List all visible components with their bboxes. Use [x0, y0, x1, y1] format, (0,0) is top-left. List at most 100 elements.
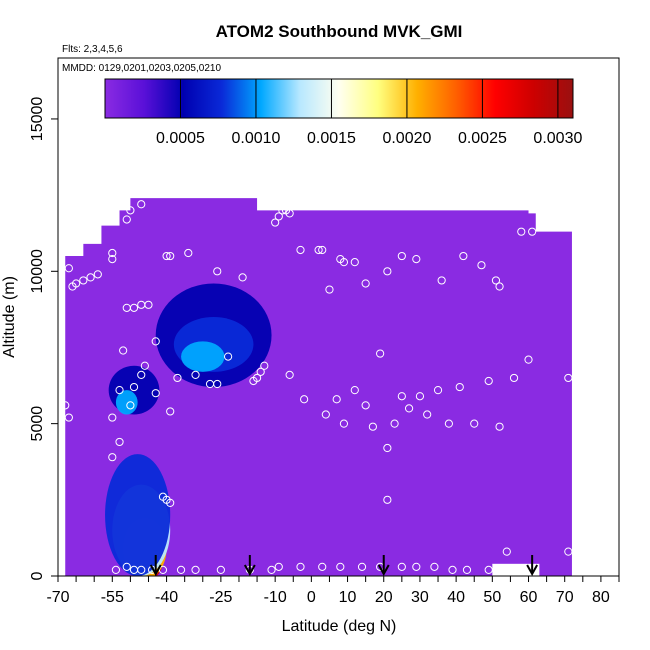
observation-point — [126, 206, 135, 215]
observation-point — [64, 264, 73, 273]
observation-point — [495, 282, 504, 291]
observation-point — [415, 392, 425, 401]
observation-point — [256, 367, 265, 376]
observation-point — [361, 279, 370, 288]
observation-point — [412, 562, 421, 571]
observation-point — [216, 565, 225, 575]
observation-point — [332, 395, 341, 404]
x-tick-label: -10 — [264, 589, 287, 606]
observation-point — [274, 562, 283, 571]
observation-point — [140, 361, 149, 370]
observation-point — [339, 419, 349, 428]
colorbar-tick-label: 0.0025 — [458, 130, 507, 147]
observation-point — [430, 562, 439, 571]
flight-marker-arrowhead — [243, 564, 256, 577]
observation-point — [459, 251, 468, 261]
observation-point — [173, 373, 182, 383]
observation-point — [524, 355, 533, 364]
surface-plume-blue — [105, 454, 171, 576]
x-tick-label: -25 — [209, 589, 232, 606]
x-axis-label: Latitude (deg N) — [282, 618, 397, 635]
observation-point — [528, 227, 537, 236]
observation-point — [61, 401, 70, 410]
x-tick-label: -70 — [46, 589, 69, 606]
observation-point — [357, 562, 367, 571]
observation-point — [318, 562, 327, 571]
observation-point — [137, 370, 146, 379]
observation-point — [122, 562, 131, 571]
observation-point — [383, 495, 392, 504]
y-tick-label: 0 — [29, 571, 46, 580]
flight-markers — [149, 555, 539, 577]
y-axis-label: Altitude (m) — [1, 276, 18, 358]
observation-point — [108, 248, 117, 258]
x-tick-label: -55 — [101, 589, 124, 606]
observation-point — [252, 373, 262, 383]
observation-point — [184, 248, 193, 258]
observation-point — [368, 422, 377, 431]
observation-points — [61, 200, 573, 575]
observation-point — [462, 565, 472, 575]
colorbar-tick-label: 0.0030 — [533, 130, 582, 147]
observation-point — [325, 285, 334, 294]
observation-point — [137, 200, 146, 209]
x-tick-label: 70 — [556, 589, 574, 606]
flight-marker-arrowhead — [377, 564, 390, 577]
x-tick-label: 40 — [447, 589, 465, 606]
observation-point — [162, 251, 171, 261]
observation-point — [397, 392, 406, 401]
observation-point — [93, 270, 102, 279]
observation-point — [108, 413, 117, 422]
observation-point — [300, 395, 309, 404]
observation-point — [285, 209, 294, 218]
observation-point — [115, 386, 124, 395]
observation-point — [137, 565, 146, 575]
observation-point — [64, 413, 73, 422]
colorbar-ticks: 0.0005 0.0010 0.0015 0.0020 0.0025 0.0030 — [156, 79, 582, 147]
x-tick-label: 20 — [375, 589, 393, 606]
observation-point — [484, 565, 493, 575]
observation-point — [260, 361, 269, 370]
observation-point — [224, 352, 233, 361]
observation-point — [213, 267, 222, 276]
observation-point — [383, 443, 392, 453]
observation-point — [397, 251, 406, 261]
observation-point — [412, 255, 421, 264]
x-tick-label: 30 — [411, 589, 429, 606]
observation-point — [126, 401, 135, 410]
colorbar-tick-label: 0.0015 — [307, 130, 356, 147]
observation-point — [108, 255, 117, 264]
observation-point — [423, 410, 432, 419]
observation-point — [404, 404, 414, 413]
colorbar-tick-label: 0.0020 — [382, 130, 431, 147]
x-tick-label: 60 — [520, 589, 538, 606]
chart-title: ATOM2 Southbound MVK_GMI — [216, 22, 463, 41]
colorbar-tick-label: 0.0010 — [231, 130, 280, 147]
observation-point — [191, 565, 200, 575]
observation-point — [448, 565, 457, 575]
observation-point — [314, 245, 323, 255]
observation-point — [144, 300, 153, 309]
observation-point — [444, 419, 453, 428]
y-tick-label: 10000 — [29, 249, 46, 294]
plot-frame — [57, 57, 620, 577]
observation-point — [166, 498, 175, 507]
observation-point — [339, 258, 349, 267]
observation-point — [108, 453, 117, 462]
dates-subtitle: MMDD: 0129,0201,0203,0205,0210 — [62, 63, 221, 74]
observation-point — [129, 303, 139, 312]
observation-point — [238, 273, 247, 282]
observation-point — [484, 376, 493, 386]
observation-point — [502, 547, 511, 556]
observation-point — [111, 565, 121, 575]
observation-point — [437, 276, 446, 285]
observation-point — [350, 386, 359, 395]
observation-point — [318, 245, 327, 255]
flight-marker-arrowhead — [526, 564, 539, 577]
observation-point — [285, 370, 294, 379]
observation-point — [176, 565, 186, 575]
observation-point — [321, 410, 330, 419]
colorbar: 0.0005 0.0010 0.0015 0.0020 0.0025 0.0030 — [104, 78, 582, 147]
observation-point — [361, 401, 370, 410]
observation-point — [129, 382, 139, 392]
